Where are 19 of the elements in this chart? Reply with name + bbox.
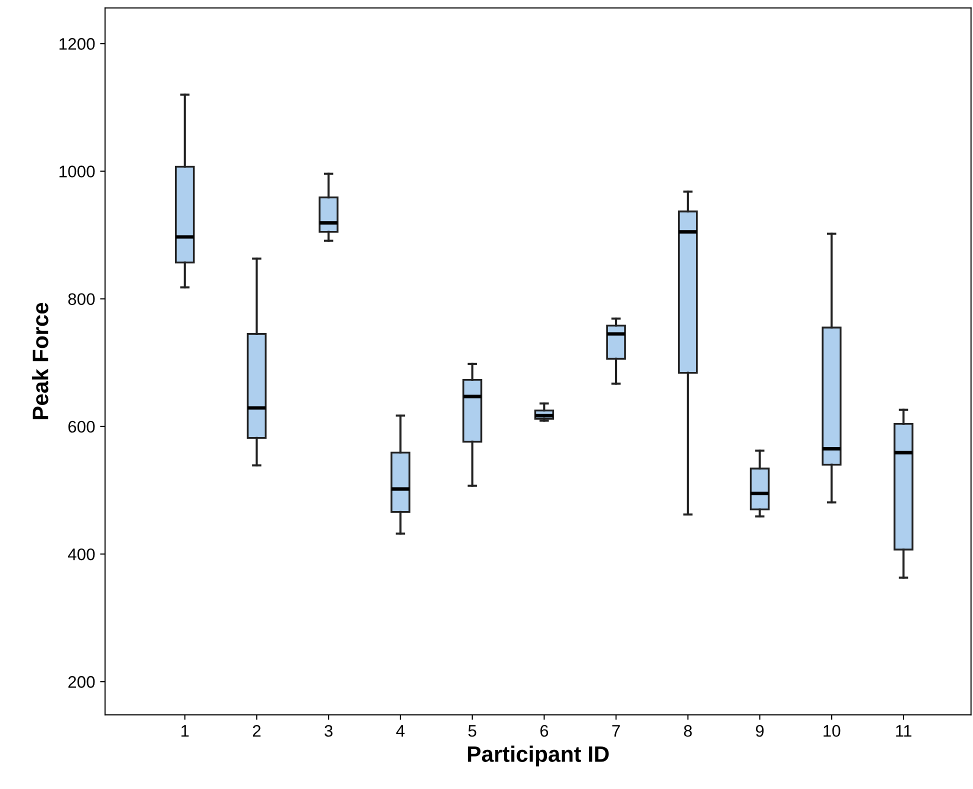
y-tick-label: 200 — [68, 676, 95, 688]
x-tick-label: 9 — [756, 724, 764, 737]
x-tick-label: 1 — [181, 725, 189, 737]
x-tick-label: 8 — [684, 724, 692, 737]
x-tick-label: 11 — [896, 725, 912, 737]
x-tick-label: 5 — [468, 725, 476, 737]
x-axis-title: Participant ID — [468, 746, 609, 766]
y-tick-label: 1000 — [60, 166, 95, 178]
x-tick-label: 3 — [324, 724, 332, 737]
x-tick-label: 2 — [252, 724, 261, 737]
x-tick-label: 4 — [396, 725, 405, 737]
y-axis-title: Peak Force — [32, 302, 48, 420]
x-tick-label: 10 — [824, 724, 840, 737]
y-tick-label: 1200 — [60, 38, 95, 50]
x-tick-label: 7 — [612, 725, 620, 737]
x-tick-label: 6 — [540, 724, 548, 737]
y-tick-label: 800 — [68, 293, 95, 306]
y-tick-label: 600 — [68, 420, 95, 433]
y-tick-label: 400 — [68, 548, 95, 560]
